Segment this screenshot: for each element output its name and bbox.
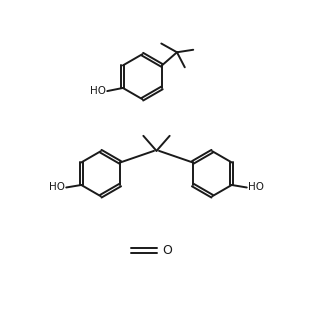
Text: HO: HO — [49, 182, 65, 192]
Text: HO: HO — [90, 86, 106, 96]
Text: HO: HO — [248, 182, 264, 192]
Text: O: O — [162, 244, 172, 257]
